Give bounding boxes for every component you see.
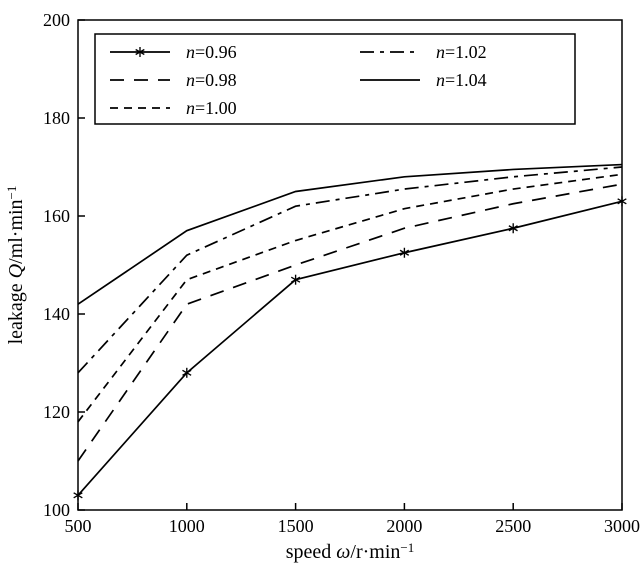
legend-label-n100: n=1.00 <box>186 98 237 118</box>
x-tick-label: 2500 <box>495 516 531 536</box>
y-tick-label: 120 <box>43 402 70 422</box>
legend-box <box>95 34 575 124</box>
series-n098 <box>78 184 622 461</box>
y-tick-label: 200 <box>43 10 70 30</box>
y-tick-label: 180 <box>43 108 70 128</box>
x-tick-label: 1500 <box>278 516 314 536</box>
series-n096 <box>78 201 622 495</box>
x-tick-label: 3000 <box>604 516 640 536</box>
x-tick-label: 1000 <box>169 516 205 536</box>
x-axis-label: speed ω/r·min−1 <box>286 540 415 563</box>
leakage-vs-speed-chart: 5001000150020002500300010012014016018020… <box>0 0 640 572</box>
legend-label-n102: n=1.02 <box>436 42 487 62</box>
y-tick-label: 100 <box>43 500 70 520</box>
y-axis-label: leakage Q/ml·min−1 <box>4 186 27 345</box>
x-tick-label: 2000 <box>386 516 422 536</box>
series-n100 <box>78 174 622 421</box>
legend-label-n098: n=0.98 <box>186 70 237 90</box>
legend-label-n104: n=1.04 <box>436 70 487 90</box>
plot-border <box>78 20 622 510</box>
legend-label-n096: n=0.96 <box>186 42 237 62</box>
series-n104 <box>78 165 622 305</box>
y-tick-label: 140 <box>43 304 70 324</box>
chart-svg: 5001000150020002500300010012014016018020… <box>0 0 640 572</box>
y-tick-label: 160 <box>43 206 70 226</box>
